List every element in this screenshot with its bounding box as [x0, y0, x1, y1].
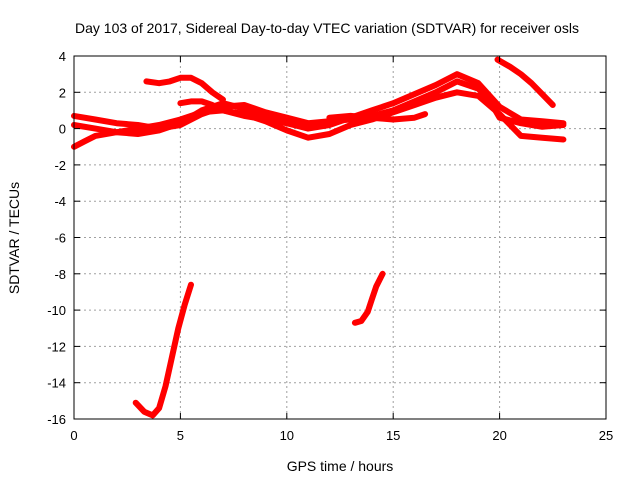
- x-tick-label: 5: [177, 428, 184, 443]
- series-track-c: [71, 89, 567, 150]
- series-track-f: [326, 111, 429, 123]
- y-tick-label: 2: [59, 85, 66, 100]
- y-tick-label: -6: [54, 231, 66, 246]
- y-tick-label: -4: [54, 194, 66, 209]
- y-tick-label: -14: [47, 376, 66, 391]
- y-tick-label: -12: [47, 339, 66, 354]
- y-tick-label: -10: [47, 303, 66, 318]
- x-axis-label: GPS time / hours: [287, 458, 394, 474]
- chart-title: Day 103 of 2017, Sidereal Day-to-day VTE…: [75, 20, 579, 36]
- series-track-d: [143, 74, 226, 103]
- x-tick-label: 25: [599, 428, 613, 443]
- axis-ticks: 0 5 10 15 20 25 -16 -14 -12 -10 -8 -6 -4 -2 0 2 4: [47, 49, 613, 443]
- y-tick-label: 4: [59, 49, 66, 64]
- series-track-e: [177, 98, 333, 128]
- y-tick-label: 0: [59, 122, 66, 137]
- x-tick-label: 20: [492, 428, 506, 443]
- data-series: [71, 56, 567, 419]
- series-track-h: [132, 281, 194, 419]
- y-tick-label: -2: [54, 158, 66, 173]
- series-track-i: [351, 270, 386, 326]
- y-tick-label: -8: [54, 267, 66, 282]
- x-tick-label: 10: [280, 428, 294, 443]
- x-tick-label: 15: [386, 428, 400, 443]
- grid-lines: [74, 56, 606, 419]
- y-axis-label: SDTVAR / TECUs: [6, 182, 22, 294]
- y-tick-label: -16: [47, 412, 66, 427]
- series-track-g: [494, 56, 556, 108]
- x-tick-label: 0: [70, 428, 77, 443]
